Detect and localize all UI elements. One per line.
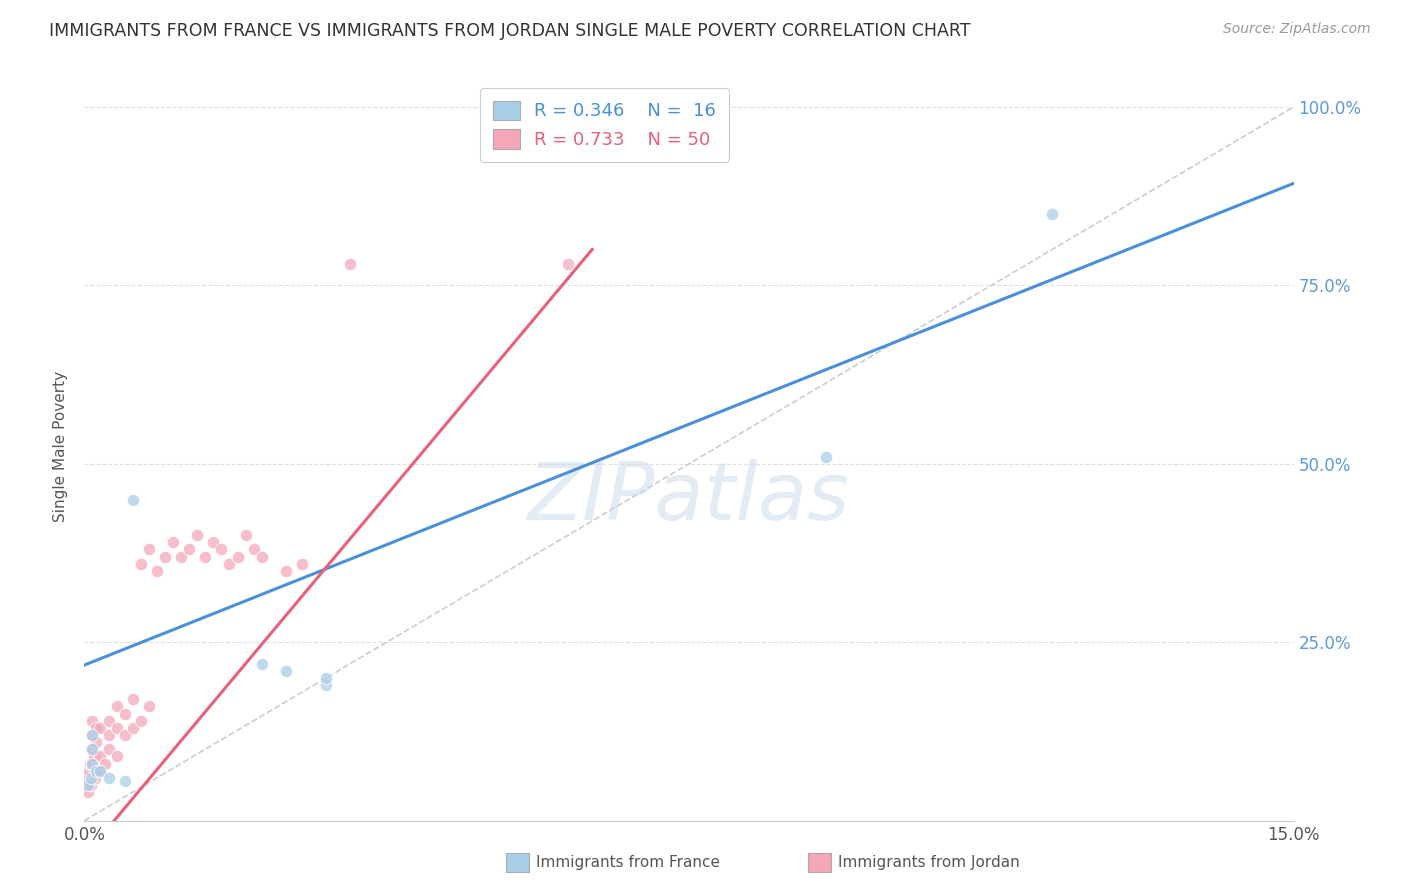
Point [557,257,579,271]
Point [97,771,120,785]
Point [97,714,120,728]
Text: Immigrants from France: Immigrants from France [536,855,720,870]
Point [235,528,257,542]
Point [82,742,104,756]
Point [274,564,297,578]
Point [315,678,337,692]
Point [105,721,128,735]
Point [97,742,120,756]
Point [153,549,176,564]
Point [97,728,120,742]
Point [121,492,143,507]
Point [79,756,101,771]
Point [83,749,105,764]
Point [186,528,208,542]
Point [77,764,100,778]
Point [250,549,273,564]
Point [226,549,249,564]
Point [89,749,111,764]
Point [250,657,273,671]
Point [86,735,108,749]
Point [179,542,201,557]
Point [89,721,111,735]
Point [129,557,152,571]
Point [162,535,184,549]
Point [209,542,232,557]
Point [82,742,104,756]
Point [339,257,361,271]
Point [315,671,337,685]
Point [242,542,264,557]
Point [80,771,103,785]
Point [82,756,104,771]
Point [80,778,103,792]
Point [82,728,104,742]
Point [114,774,136,789]
Point [274,664,297,678]
Point [194,549,217,564]
Point [82,714,104,728]
Point [114,706,136,721]
Y-axis label: Single Male Poverty: Single Male Poverty [53,370,69,522]
Point [86,721,108,735]
Point [121,692,143,706]
Point [86,764,108,778]
Text: ZIPatlas: ZIPatlas [527,459,851,538]
Text: Immigrants from Jordan: Immigrants from Jordan [838,855,1019,870]
Point [75,778,97,792]
Point [77,785,100,799]
Point [89,764,111,778]
Point [170,549,193,564]
Point [129,714,152,728]
Point [83,771,105,785]
Point [218,557,240,571]
Text: Source: ZipAtlas.com: Source: ZipAtlas.com [1223,22,1371,37]
Point [105,749,128,764]
Point [814,450,837,464]
Point [138,699,160,714]
Point [93,756,115,771]
Point [105,699,128,714]
Point [146,564,169,578]
Point [82,756,104,771]
Point [89,764,111,778]
Text: IMMIGRANTS FROM FRANCE VS IMMIGRANTS FROM JORDAN SINGLE MALE POVERTY CORRELATION: IMMIGRANTS FROM FRANCE VS IMMIGRANTS FRO… [49,22,970,40]
Point [76,771,98,785]
Point [82,728,104,742]
Point [114,728,136,742]
Point [1040,207,1063,221]
Point [77,778,100,792]
Point [121,721,143,735]
Point [138,542,160,557]
Legend: R = 0.346    N =  16, R = 0.733    N = 50: R = 0.346 N = 16, R = 0.733 N = 50 [481,88,728,162]
Point [291,557,314,571]
Point [202,535,225,549]
